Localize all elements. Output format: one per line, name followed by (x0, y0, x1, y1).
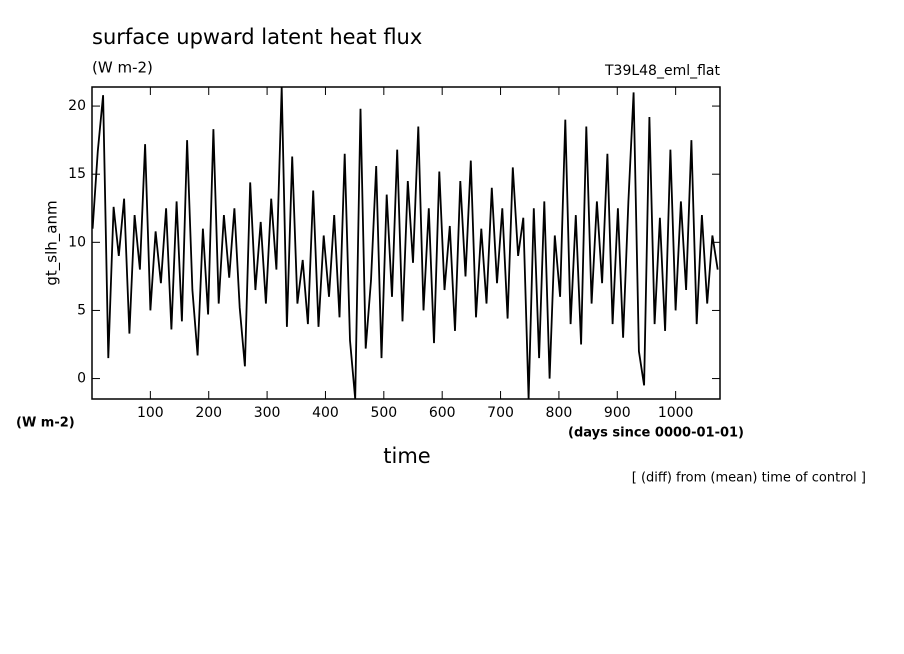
y-tick-label: 5 (77, 302, 86, 318)
x-tick-label: 300 (254, 405, 281, 421)
x-tick-label: 100 (137, 405, 164, 421)
series-line (92, 87, 719, 399)
y-unit: (W m-2) (16, 416, 75, 431)
experiment: T39L48_eml_flat (604, 63, 721, 79)
x-tick-label: 800 (546, 405, 573, 421)
x-tick-label: 1000 (658, 405, 694, 421)
y-tick-label: 20 (68, 98, 86, 114)
x-tick-label: 600 (429, 405, 456, 421)
y-tick-label: 15 (68, 166, 86, 182)
chart-title: surface upward latent heat flux (92, 25, 422, 49)
y-tick-label: 10 (68, 234, 86, 250)
x-tick-label: 900 (604, 405, 631, 421)
x-label: time (383, 444, 430, 468)
note: [ (diff) from (mean) time of control ] (632, 471, 866, 486)
y-tick-label: 0 (77, 371, 86, 387)
x-tick-label: 500 (370, 405, 397, 421)
x-tick-label: 700 (487, 405, 514, 421)
plot-frame (91, 86, 721, 400)
x-unit: (days since 0000-01-01) (568, 426, 744, 441)
x-tick-label: 400 (312, 405, 339, 421)
subtitle: (W m-2) (92, 59, 153, 77)
x-tick-label: 200 (195, 405, 222, 421)
y-label: gt_slh_anm (43, 200, 62, 285)
